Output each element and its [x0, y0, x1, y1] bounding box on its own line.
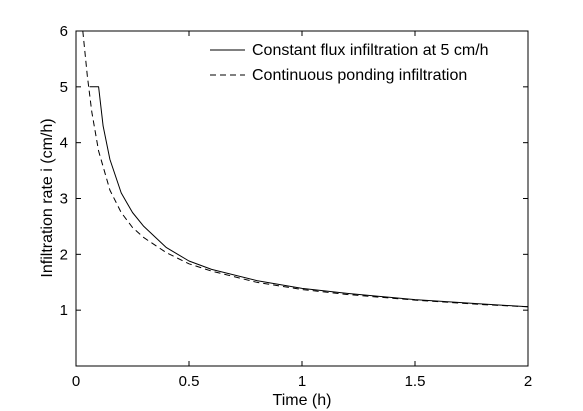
axis-ticks: [75, 30, 529, 366]
y-axis-label: Infiltration rate i (cm/h): [39, 118, 56, 277]
x-tick-label: 1: [298, 373, 306, 390]
series-line-0: [89, 86, 529, 308]
y-tick-label: 2: [60, 246, 68, 263]
axis-tick-labels: 0 0.5 1 1.5 2 1 2 3 4 5 6: [60, 23, 533, 390]
legend-box: [201, 37, 520, 91]
legend-label-continuous-ponding: Continuous ponding infiltration: [252, 67, 467, 84]
x-tick-label: 0: [72, 373, 80, 390]
y-tick-label: 3: [60, 191, 68, 208]
legend: Constant flux infiltration at 5 cm/h Con…: [201, 37, 520, 91]
x-axis-label: Time (h): [273, 392, 332, 409]
y-tick-label: 5: [60, 79, 68, 96]
series-lines: [82, 30, 529, 308]
y-tick-label: 6: [60, 23, 68, 40]
x-tick-label: 1.5: [405, 373, 426, 390]
x-tick-label: 2: [524, 373, 532, 390]
y-tick-label: 4: [60, 135, 68, 152]
y-tick-label: 1: [60, 302, 68, 319]
x-tick-label: 0.5: [179, 373, 200, 390]
legend-label-constant-flux: Constant flux infiltration at 5 cm/h: [252, 42, 489, 59]
